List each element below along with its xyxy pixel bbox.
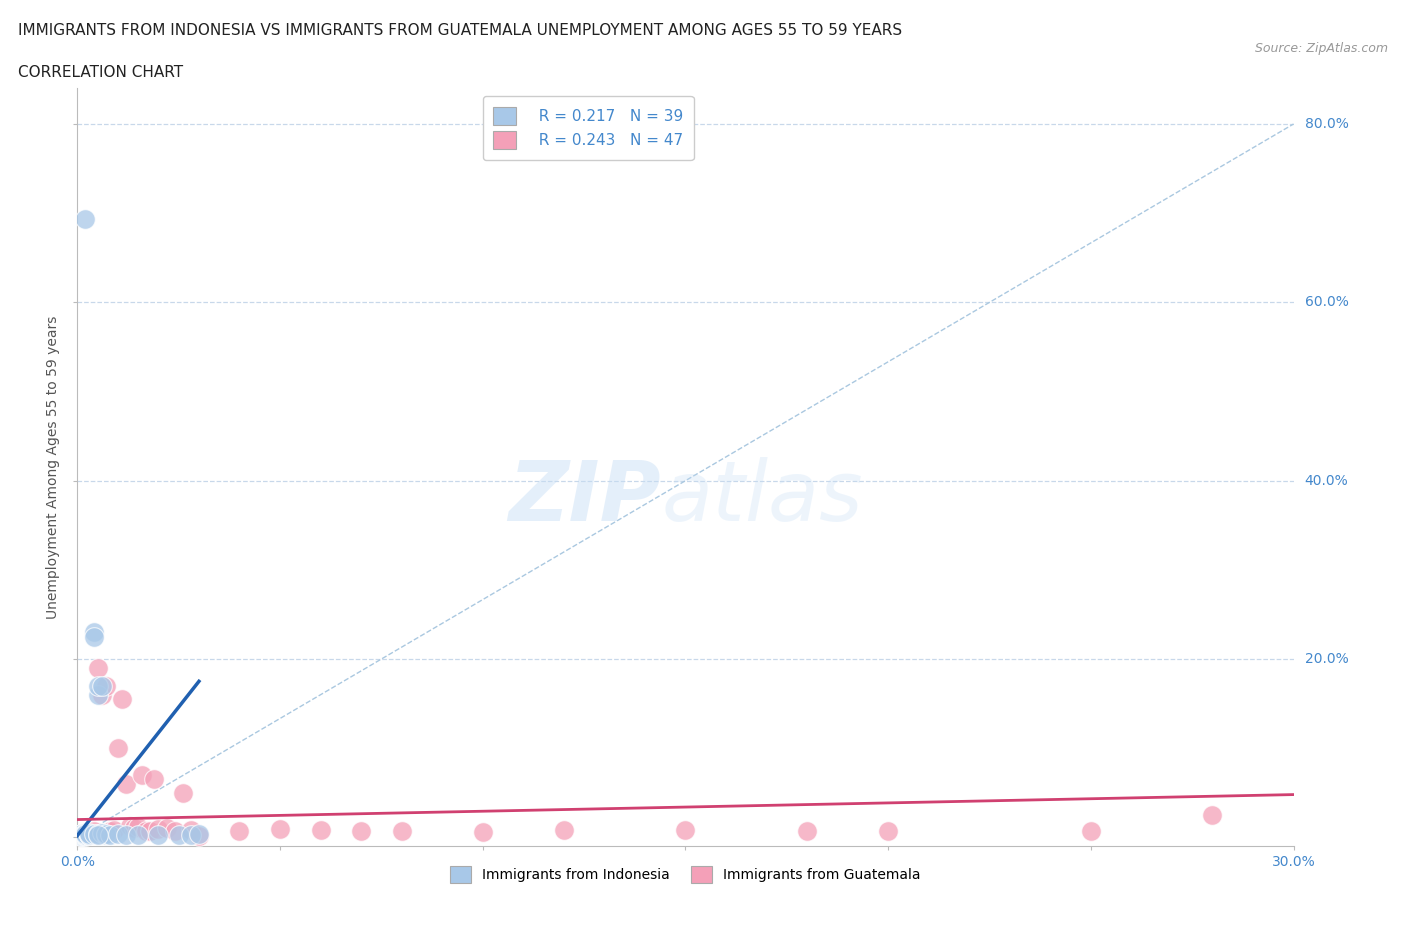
Point [83,826,105,841]
Point [143,772,166,787]
Point [90,687,112,702]
Point [103,823,125,838]
Point [86,827,108,842]
Point [79,825,101,840]
Point [553,823,575,838]
Point [172,785,194,800]
Point [79,827,101,842]
Point [83,824,105,839]
Point [70,828,93,843]
Point [139,824,162,839]
Point [75,828,97,843]
Point [122,820,145,835]
Point [75,827,97,842]
Point [675,823,697,838]
Point [228,824,250,839]
Point [148,822,170,837]
Point [75,828,97,843]
Point [1201,807,1223,822]
Point [115,828,138,843]
Point [163,824,186,839]
Point [155,820,177,835]
Point [86,678,108,693]
Text: 80.0%: 80.0% [1305,117,1348,131]
Point [75,826,97,841]
Point [135,824,157,839]
Point [94,828,117,843]
Point [180,823,202,838]
Point [148,828,170,843]
Text: ZIP: ZIP [509,458,661,538]
Point [75,212,97,227]
Point [86,660,108,675]
Legend: Immigrants from Indonesia, Immigrants from Guatemala: Immigrants from Indonesia, Immigrants fr… [444,860,927,889]
Point [98,825,121,840]
Point [167,828,190,843]
Point [79,828,101,843]
Point [309,823,332,838]
Point [127,819,149,834]
Point [107,741,129,756]
Point [350,824,373,839]
Text: CORRELATION CHART: CORRELATION CHART [18,65,183,80]
Point [107,827,129,842]
Point [79,828,101,843]
Point [75,827,97,842]
Point [391,824,413,839]
Text: atlas: atlas [661,458,863,538]
Point [70,828,93,843]
Point [86,687,108,702]
Point [79,826,101,841]
Point [471,825,494,840]
Point [131,767,153,782]
Point [98,824,121,839]
Point [86,827,108,842]
Point [79,826,101,841]
Point [70,828,93,843]
Point [877,824,900,839]
Y-axis label: Unemployment Among Ages 55 to 59 years: Unemployment Among Ages 55 to 59 years [46,315,60,619]
Point [70,828,93,843]
Text: 60.0%: 60.0% [1305,296,1348,310]
Point [75,826,97,841]
Point [111,692,134,707]
Point [75,827,97,842]
Point [83,625,105,640]
Point [70,828,93,843]
Point [90,678,112,693]
Point [70,827,93,842]
Text: Source: ZipAtlas.com: Source: ZipAtlas.com [1254,42,1388,55]
Point [90,826,112,841]
Point [83,630,105,644]
Text: IMMIGRANTS FROM INDONESIA VS IMMIGRANTS FROM GUATEMALA UNEMPLOYMENT AMONG AGES 5: IMMIGRANTS FROM INDONESIA VS IMMIGRANTS … [18,23,903,38]
Point [94,678,117,693]
Point [75,828,97,843]
Text: 40.0%: 40.0% [1305,473,1348,487]
Point [94,827,117,842]
Point [188,828,211,843]
Point [269,822,291,837]
Point [115,777,138,791]
Point [1080,824,1102,839]
Point [79,827,101,842]
Point [79,828,101,843]
Point [75,828,97,843]
Point [75,828,97,843]
Point [796,824,818,839]
Point [118,818,141,833]
Point [127,828,149,843]
Point [70,827,93,842]
Text: 20.0%: 20.0% [1305,652,1348,666]
Point [188,827,211,842]
Point [79,828,101,843]
Point [75,827,97,842]
Point [83,827,105,842]
Point [75,828,97,843]
Point [180,828,202,843]
Point [86,828,108,843]
Point [98,828,121,843]
Point [70,828,93,843]
